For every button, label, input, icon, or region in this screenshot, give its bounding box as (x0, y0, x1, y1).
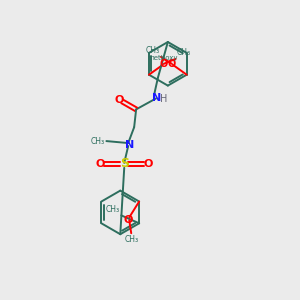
Text: O: O (160, 59, 168, 69)
Text: O: O (143, 159, 153, 169)
Text: O: O (168, 59, 176, 69)
Text: methoxy: methoxy (148, 55, 178, 61)
Text: N: N (124, 140, 134, 150)
Text: O: O (96, 159, 105, 169)
Text: CH₃: CH₃ (90, 136, 104, 146)
Text: CH₃: CH₃ (177, 48, 191, 57)
Text: N: N (152, 94, 162, 103)
Text: CH₃: CH₃ (124, 235, 138, 244)
Text: S: S (120, 158, 129, 170)
Text: CH₃: CH₃ (105, 206, 119, 214)
Text: CH₃: CH₃ (146, 46, 160, 55)
Text: O: O (124, 215, 133, 225)
Text: H: H (160, 94, 168, 104)
Text: O: O (115, 95, 124, 106)
